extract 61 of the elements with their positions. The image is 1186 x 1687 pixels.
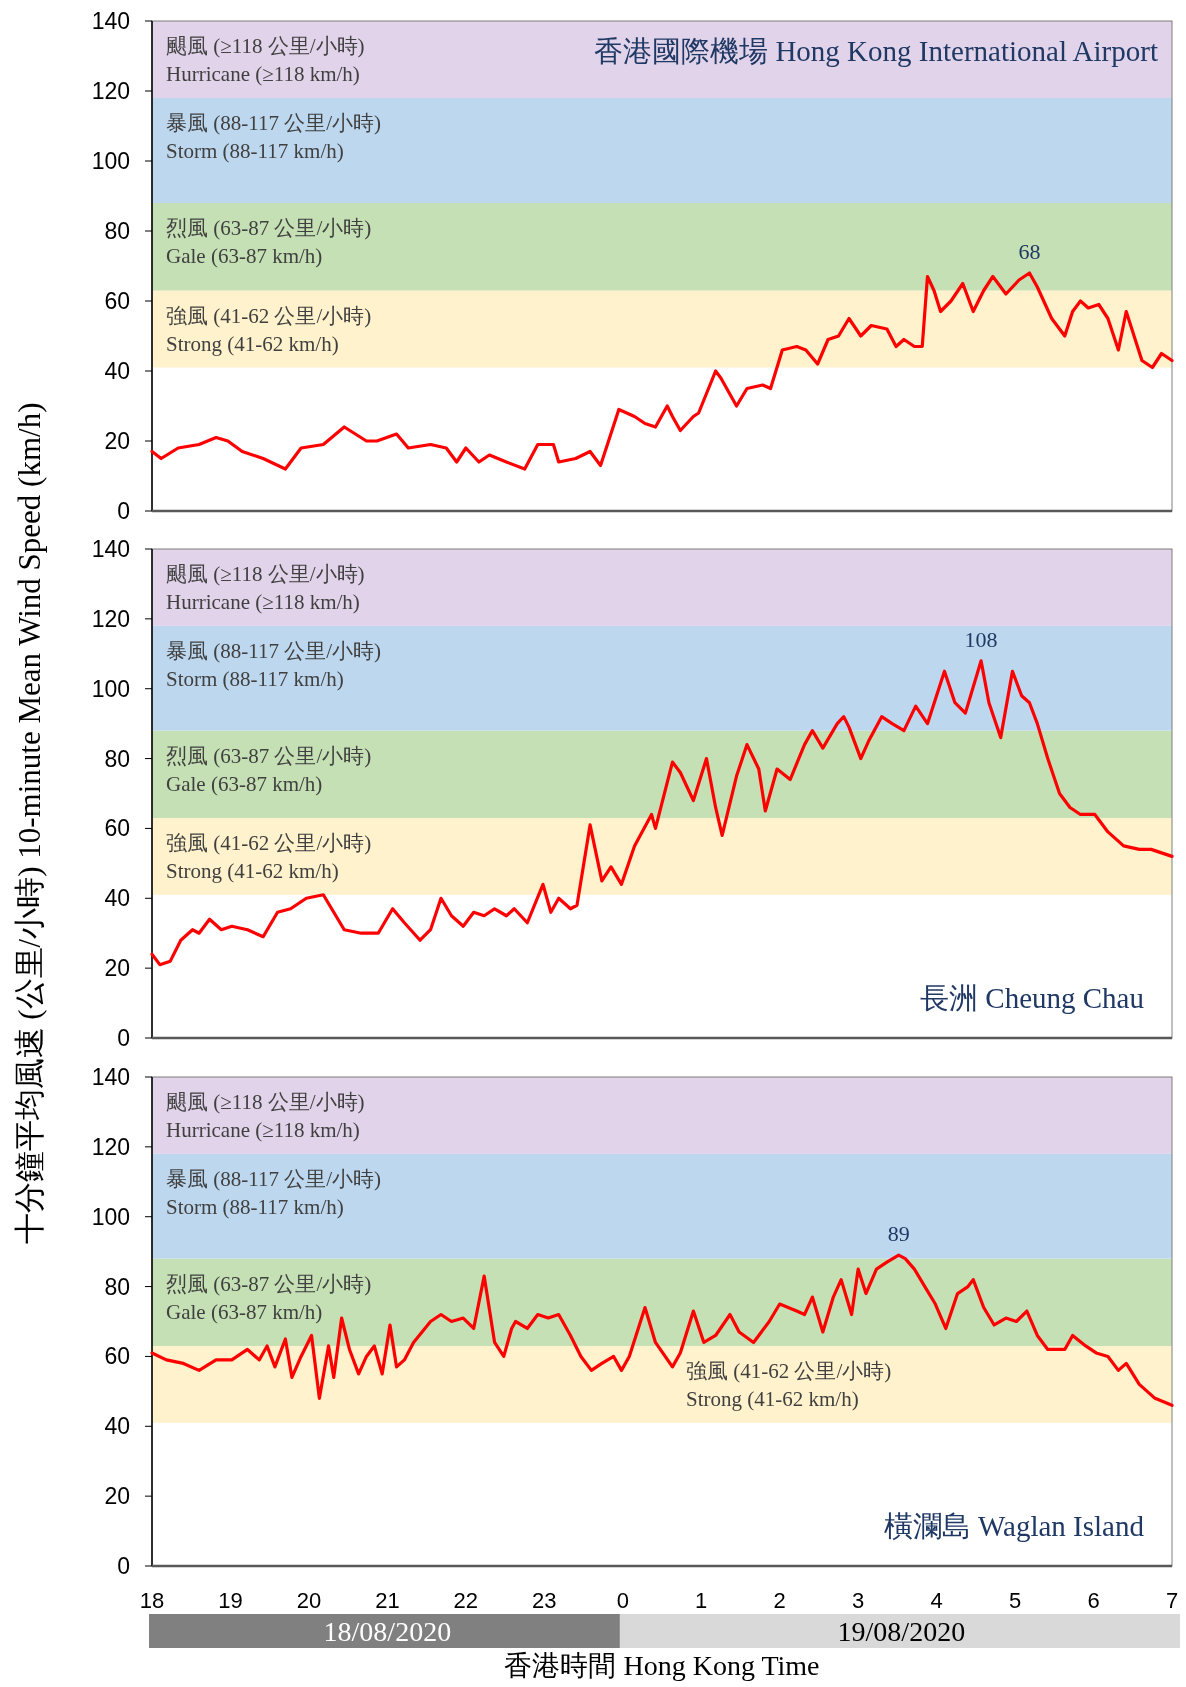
x-tick-label: 5 <box>1008 1588 1022 1613</box>
x-tick-label: 6 <box>1087 1588 1100 1613</box>
x-tick-label: 2 <box>773 1588 786 1613</box>
y-tick-label: 20 <box>104 428 130 455</box>
x-axis-title: 香港時間 Hong Kong Time <box>504 1650 820 1681</box>
annotation: 68 <box>1018 239 1041 264</box>
y-tick-label: 100 <box>91 148 130 175</box>
x-tick-label: 4 <box>930 1588 943 1613</box>
y-axis-title: 十分鐘平均風速 (公里/小時) 10-minute Mean Wind Speed (km/h) <box>12 402 47 1245</box>
text: 18/08/2020 <box>323 1616 452 1647</box>
y-tick-label: 60 <box>104 288 130 315</box>
y-tick-label: 20 <box>104 1483 130 1510</box>
y-tick-label: 140 <box>91 536 130 563</box>
x-tick-label: 3 <box>852 1588 865 1613</box>
y-tick-label: 40 <box>104 1413 130 1440</box>
text: 長洲 Cheung Chau <box>920 982 1144 1014</box>
x-tick-label: 7 <box>1165 1588 1179 1613</box>
band-label: 強風 (41-62 公里/小時) Strong (41-62 km/h) <box>686 1358 892 1411</box>
band-label: 暴風 (88-117 公里/小時) Storm (88-117 km/h) <box>166 111 382 163</box>
x-tick-label: 1 <box>695 1588 708 1613</box>
y-tick-label: 120 <box>91 605 130 632</box>
y-tick-label: 80 <box>104 218 130 245</box>
y-tick-label: 60 <box>104 1343 130 1370</box>
band-label: 颶風 (≥118 公里/小時) Hurricane (≥118 km/h) <box>166 1090 365 1142</box>
x-tick-label: 22 <box>453 1588 479 1613</box>
y-tick-label: 40 <box>104 358 130 385</box>
x-tick-label: 20 <box>296 1588 322 1613</box>
y-tick-label: 40 <box>104 885 130 912</box>
y-tick-label: 0 <box>117 1025 130 1052</box>
y-tick-label: 140 <box>91 1064 130 1091</box>
y-tick-label: 100 <box>91 675 130 702</box>
x-tick-label: 23 <box>532 1588 557 1613</box>
band-label: 烈風 (63-87 公里/小時) Gale (63-87 km/h) <box>166 216 372 268</box>
y-tick-label: 120 <box>91 78 130 105</box>
y-tick-label: 80 <box>104 1273 130 1300</box>
annotation: 89 <box>887 1221 910 1247</box>
text: 19/08/2020 <box>837 1616 966 1647</box>
x-tick-label: 0 <box>616 1588 629 1613</box>
y-tick-label: 140 <box>91 8 130 35</box>
y-tick-label: 80 <box>104 745 130 772</box>
text: 香港國際機場 Hong Kong International Airport <box>594 35 1158 67</box>
y-tick-label: 20 <box>104 955 130 982</box>
band-label: 烈風 (63-87 公里/小時) Gale (63-87 km/h) <box>166 1271 372 1324</box>
line-series <box>150 271 1174 471</box>
text: 橫瀾島 Waglan Island <box>883 1510 1145 1542</box>
annotation: 108 <box>964 626 998 652</box>
band-label: 暴風 (88-117 公里/小時) Storm (88-117 km/h) <box>166 1166 382 1219</box>
y-tick-label: 0 <box>117 498 130 525</box>
y-tick-label: 100 <box>91 1203 130 1230</box>
y-tick-label: 120 <box>91 1133 130 1160</box>
y-tick-label: 0 <box>117 1553 130 1580</box>
x-tick-label: 19 <box>218 1588 243 1613</box>
y-tick-label: 60 <box>104 815 130 842</box>
band-label: 強風 (41-62 公里/小時) Strong (41-62 km/h) <box>166 303 372 356</box>
band-label: 烈風 (63-87 公里/小時) Gale (63-87 km/h) <box>166 743 372 796</box>
band-label: 颶風 (≥118 公里/小時) Hurricane (≥118 km/h) <box>166 562 365 614</box>
band-label: 暴風 (88-117 公里/小時) Storm (88-117 km/h) <box>166 638 382 691</box>
band-label: 颶風 (≥118 公里/小時) Hurricane (≥118 km/h) <box>166 34 365 86</box>
x-tick-label: 21 <box>375 1588 400 1613</box>
band-label: 強風 (41-62 公里/小時) Strong (41-62 km/h) <box>166 830 372 883</box>
x-tick-label: 18 <box>139 1588 165 1613</box>
